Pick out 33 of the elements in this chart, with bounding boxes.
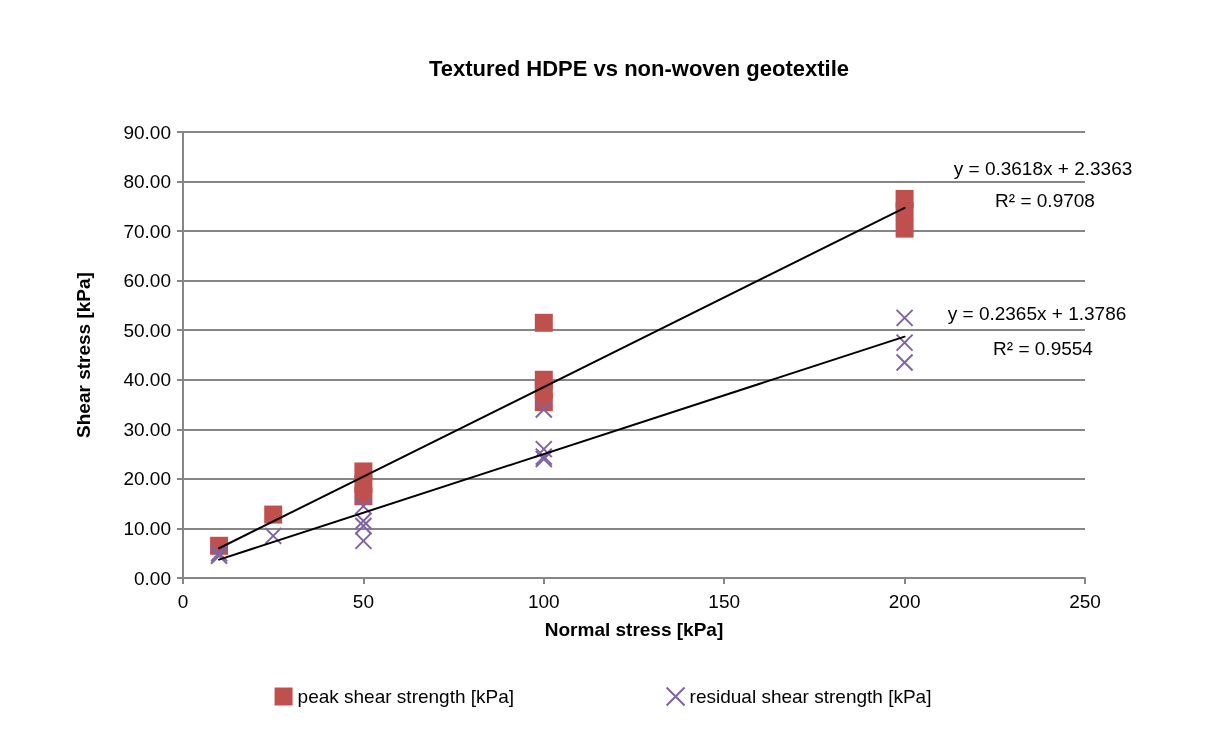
x-tick-label: 150 bbox=[708, 591, 741, 612]
y-tick-label: 70.00 bbox=[123, 220, 171, 242]
annotation: R² = 0.9708 bbox=[995, 189, 1095, 211]
point bbox=[895, 202, 914, 221]
y-axis-title: Shear stress [kPa] bbox=[73, 272, 94, 438]
legend-label: peak shear strength [kPa] bbox=[297, 686, 515, 707]
x-tick-label: 250 bbox=[1069, 591, 1101, 612]
y-tick-label: 40.00 bbox=[123, 369, 171, 391]
y-tick-label: 90.00 bbox=[123, 121, 171, 143]
annotation: R² = 0.9554 bbox=[993, 337, 1094, 359]
x-tick-label: 100 bbox=[527, 591, 560, 612]
point bbox=[264, 526, 283, 545]
y-tick-label: 50.00 bbox=[123, 319, 171, 341]
chart-title: Textured HDPE vs non-woven geotextile bbox=[428, 55, 850, 81]
y-tick-label: 20.00 bbox=[123, 468, 171, 490]
y-tick-label: 60.00 bbox=[123, 270, 171, 292]
legend-label: residual shear strength [kPa] bbox=[689, 686, 932, 707]
y-tick-label: 80.00 bbox=[123, 171, 171, 193]
point bbox=[534, 400, 553, 419]
x-axis-title: Normal stress [kPa] bbox=[544, 619, 724, 640]
annotation: y = 0.3618x + 2.3363 bbox=[953, 157, 1133, 179]
point bbox=[895, 308, 914, 327]
point bbox=[534, 440, 553, 459]
annotation: y = 0.2365x + 1.3786 bbox=[947, 302, 1127, 324]
point bbox=[534, 313, 553, 332]
x-tick-label: 50 bbox=[352, 591, 374, 612]
x-tick-label: 0 bbox=[177, 591, 189, 612]
y-tick-label: 30.00 bbox=[123, 418, 171, 440]
y-tick-label: 10.00 bbox=[123, 517, 171, 539]
x-tick-label: 200 bbox=[888, 591, 921, 612]
point bbox=[264, 505, 283, 524]
point bbox=[895, 219, 914, 238]
y-tick-label: 0.00 bbox=[134, 567, 171, 589]
